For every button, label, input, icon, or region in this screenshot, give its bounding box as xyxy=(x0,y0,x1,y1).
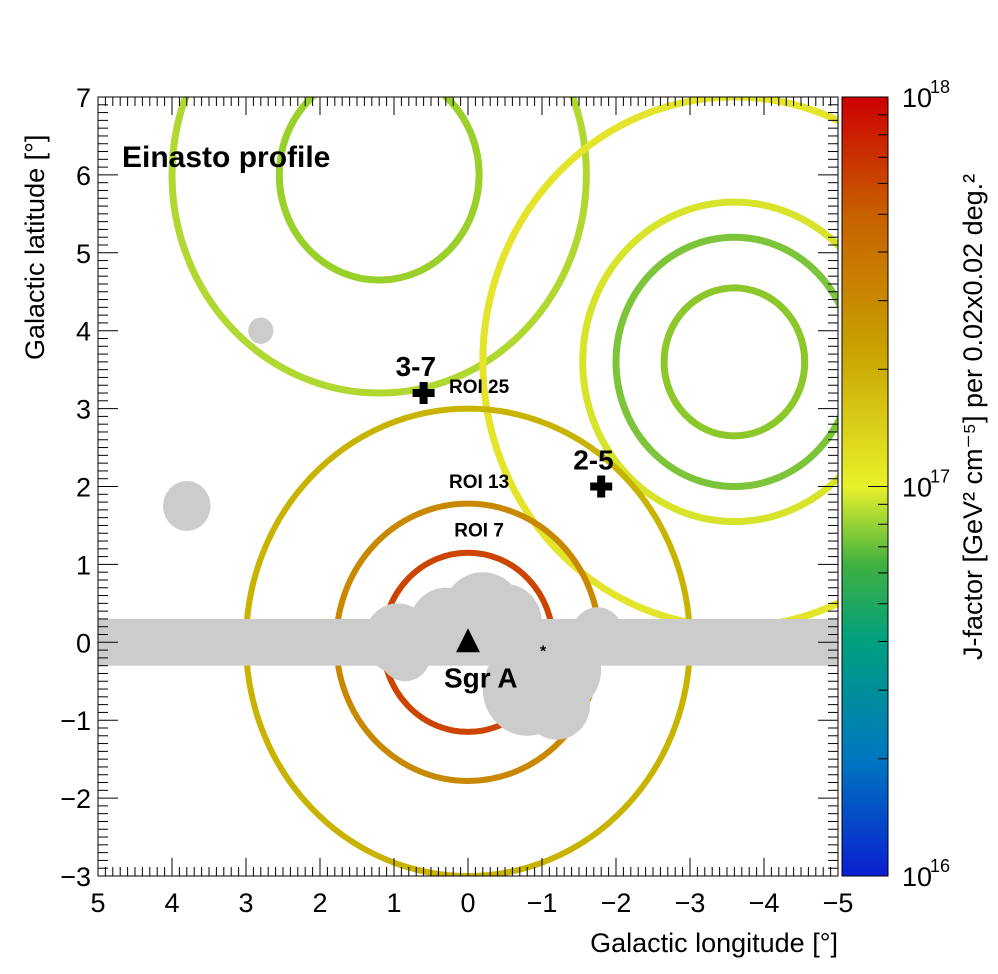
y-axis-title: Galactic latitude [°] xyxy=(20,135,50,360)
y-tick-label-0: −3 xyxy=(60,862,91,892)
sgr-a-label: Sgr A xyxy=(444,662,518,693)
y-tick-label-3: 0 xyxy=(76,628,91,658)
outer-ring-1-0 xyxy=(660,284,809,440)
sgr-a-superscript: * xyxy=(540,643,547,660)
colorbar-tick-exp-1: 17 xyxy=(930,467,950,487)
outer-ring-0-0 xyxy=(275,97,483,284)
x-tick-label-10: −5 xyxy=(823,888,854,918)
x-tick-label-1: 4 xyxy=(164,888,179,918)
roi-label-0: ROI 25 xyxy=(449,377,510,398)
x-tick-label-5: 0 xyxy=(460,888,475,918)
exclusion-blob-8 xyxy=(468,583,542,662)
y-axis: −3 −2 −1 0 1 2 3 4 5 6 7 xyxy=(60,83,838,892)
y-tick-label-6: 3 xyxy=(76,395,91,425)
x-axis-title: Galactic longitude [°] xyxy=(590,928,838,958)
y-tick-label-10: 7 xyxy=(76,83,91,113)
outer-ring-1-1 xyxy=(612,233,838,490)
outer-ring-0-1 xyxy=(168,97,590,397)
y-tick-label-9: 6 xyxy=(76,161,91,191)
x-tick-label-8: −3 xyxy=(675,888,706,918)
pointing-marker-1 xyxy=(590,475,613,498)
exclusion-blob-2 xyxy=(379,626,431,682)
x-tick-label-7: −2 xyxy=(601,888,632,918)
y-tick-label-7: 4 xyxy=(76,317,91,347)
x-tick-label-6: −1 xyxy=(527,888,558,918)
exclusion-blob-hess xyxy=(163,481,211,531)
pointing-label-0: 3-7 xyxy=(396,351,436,382)
x-axis: 5 4 3 2 1 0 −1 −2 −3 −4 −5 xyxy=(90,97,853,918)
pointing-marker-0 xyxy=(412,382,435,405)
y-tick-label-8: 5 xyxy=(76,239,91,269)
x-tick-label-4: 1 xyxy=(386,888,401,918)
y-tick-label-5: 2 xyxy=(76,473,91,503)
x-tick-label-2: 3 xyxy=(238,888,253,918)
colorbar-title: J-factor [GeV² cm⁻⁵] per 0.02x0.02 deg.² xyxy=(958,174,988,660)
sgr-a-marker xyxy=(456,628,480,653)
x-tick-label-9: −4 xyxy=(749,888,780,918)
roi-label-2: ROI 7 xyxy=(454,520,504,541)
exclusion-blob-7 xyxy=(571,607,624,662)
plot-content: 3-7 2-5 ROI 25 ROI 13 ROI 7 Sgr A * xyxy=(98,97,838,876)
roi-label-1: ROI 13 xyxy=(449,472,509,493)
x-tick-label-3: 2 xyxy=(312,888,327,918)
plot-title: Einasto profile xyxy=(122,141,330,174)
colorbar-tick-label-0: 10 xyxy=(902,862,932,892)
y-tick-label-1: −2 xyxy=(60,784,91,814)
y-tick-label-4: 1 xyxy=(76,550,91,580)
exclusion-blob-6 xyxy=(482,642,572,736)
y-tick-label-2: −1 xyxy=(60,706,91,736)
colorbar-tick-label-1: 10 xyxy=(902,473,932,503)
outer-ring-1-2 xyxy=(579,198,838,526)
colorbar-ticks xyxy=(868,114,888,877)
colorbar-tick-label-2: 10 xyxy=(902,83,932,113)
x-tick-label-0: 5 xyxy=(90,888,105,918)
exclusion-blob-small xyxy=(248,317,274,344)
colorbar-tick-exp-0: 16 xyxy=(930,856,950,876)
pointing-label-1: 2-5 xyxy=(573,445,613,476)
colorbar-tick-exp-2: 18 xyxy=(930,77,950,97)
